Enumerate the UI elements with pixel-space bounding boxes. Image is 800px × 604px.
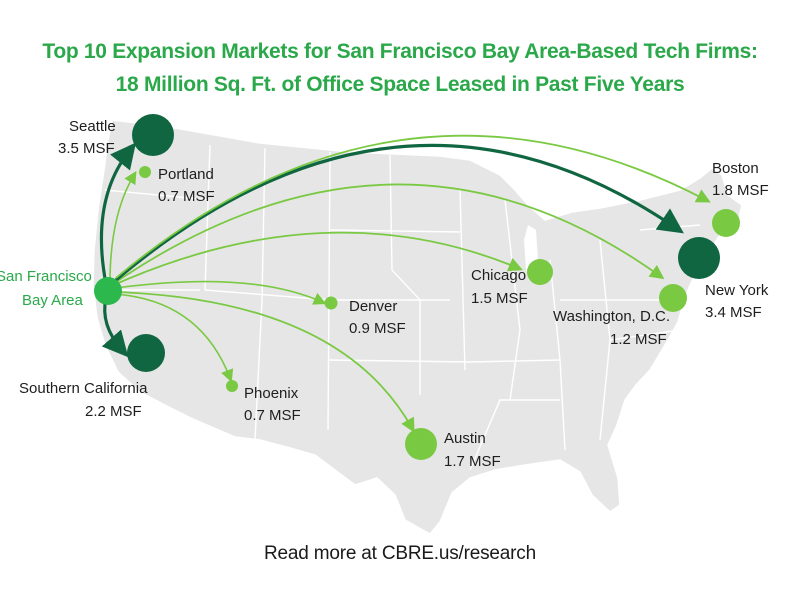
origin-label-line-2: Bay Area — [22, 292, 84, 309]
bubble-portland — [139, 166, 151, 178]
label-southern-california-value: 2.2 MSF — [85, 403, 142, 420]
footer-link-text: Read more at CBRE.us/research — [264, 543, 536, 564]
title-line-1: Top 10 Expansion Markets for San Francis… — [42, 40, 758, 63]
label-chicago-value: 1.5 MSF — [471, 290, 528, 307]
title-line-2: 18 Million Sq. Ft. of Office Space Lease… — [115, 73, 685, 96]
bubble-chicago — [527, 259, 553, 285]
bubble-austin — [405, 428, 437, 460]
arc-boston — [115, 134, 711, 279]
label-washington-dc-value: 1.2 MSF — [610, 331, 667, 348]
market-bubbles — [94, 114, 740, 460]
label-seattle-value: 3.5 MSF — [58, 140, 115, 157]
bubble-southern-california — [127, 334, 165, 372]
bubble-seattle — [132, 114, 174, 156]
label-denver-value: 0.9 MSF — [349, 320, 406, 337]
label-chicago-name: Chicago — [471, 267, 526, 284]
arc-phoenix — [113, 293, 234, 383]
label-seattle-name: Seattle — [69, 118, 116, 135]
label-new-york-value: 3.4 MSF — [705, 304, 762, 321]
state-borders — [104, 144, 701, 471]
arc-seattle — [99, 142, 136, 285]
flow-arcs — [99, 134, 711, 433]
label-austin-value: 1.7 MSF — [444, 453, 501, 470]
us-landmass — [92, 119, 743, 535]
origin-label-line-1: San Francisco — [0, 268, 92, 285]
label-portland-value: 0.7 MSF — [158, 188, 215, 205]
label-washington-dc-name: Washington, D.C. — [553, 308, 670, 325]
label-southern-california-name: Southern California — [19, 380, 148, 397]
arc-denver — [115, 280, 327, 305]
bubble-phoenix — [226, 380, 238, 392]
bubble-origin — [94, 277, 122, 305]
arc-washington-dc — [115, 183, 665, 283]
label-portland-name: Portland — [158, 166, 214, 183]
market-labels: San Francisco Bay Area Seattle 3.5 MSF P… — [0, 118, 769, 470]
label-boston-name: Boston — [712, 160, 759, 177]
arc-chicago — [115, 231, 523, 285]
bubble-washington-dc — [659, 284, 687, 312]
label-new-york-name: New York — [705, 282, 769, 299]
label-denver-name: Denver — [349, 298, 397, 315]
bubble-new-york — [678, 237, 720, 279]
arc-austin — [115, 291, 415, 433]
label-austin-name: Austin — [444, 430, 486, 447]
bubble-denver — [324, 296, 338, 310]
arc-portland — [109, 170, 137, 284]
label-phoenix-value: 0.7 MSF — [244, 407, 301, 424]
label-boston-value: 1.8 MSF — [712, 182, 769, 199]
arc-new-york — [114, 143, 684, 282]
bubble-boston — [712, 209, 740, 237]
label-phoenix-name: Phoenix — [244, 385, 299, 402]
